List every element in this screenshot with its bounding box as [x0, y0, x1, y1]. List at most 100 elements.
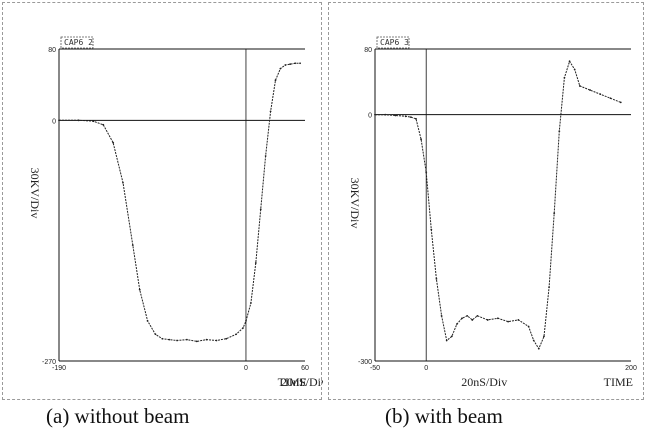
- data-point: [225, 337, 228, 340]
- waveform-trace: [59, 62, 301, 342]
- panel-with-beam: CAP6 3 80 0 -300 -50 0 200 30KV/Div 20nS/Div TIME: [328, 2, 644, 400]
- data-point: [404, 115, 407, 118]
- data-point: [563, 76, 566, 79]
- x-tick-label: -190: [52, 365, 66, 372]
- data-point: [235, 333, 238, 336]
- data-point: [409, 116, 412, 119]
- data-point: [471, 319, 474, 321]
- x-tick-label: 60: [301, 365, 309, 372]
- x-axis-label: 20nS/Div: [281, 375, 323, 389]
- y-tick-label: 80: [364, 47, 372, 54]
- data-point: [58, 119, 60, 122]
- data-point: [543, 335, 545, 338]
- data-point: [568, 60, 571, 63]
- channel-tag: CAP6 2: [60, 36, 94, 49]
- data-point: [112, 141, 115, 144]
- x-axis-label: 20nS/Div: [461, 375, 507, 389]
- data-point: [176, 339, 178, 342]
- y-axis-label: 30KV/Div: [348, 178, 362, 229]
- x-tick-label: 0: [244, 365, 248, 372]
- data-point: [279, 67, 282, 70]
- data-point: [578, 85, 581, 87]
- data-point: [507, 320, 510, 323]
- x-tick-label: 0: [424, 365, 428, 372]
- data-point: [553, 212, 556, 215]
- data-point: [374, 113, 376, 116]
- data-point: [599, 93, 602, 96]
- axis-word-time: TIME: [278, 375, 307, 389]
- data-point: [527, 325, 530, 328]
- channel-tag: CAP6 3: [376, 36, 410, 49]
- data-point: [609, 97, 612, 100]
- data-point: [589, 89, 591, 91]
- data-point: [299, 62, 301, 65]
- data-point: [558, 130, 561, 133]
- data-point: [154, 333, 157, 336]
- caption-without-beam: (a) without beam: [46, 404, 190, 428]
- data-point: [425, 171, 428, 174]
- data-point: [415, 117, 417, 120]
- data-point: [245, 319, 247, 322]
- waveform-trace: [375, 60, 621, 350]
- data-point: [122, 181, 124, 184]
- data-point: [394, 114, 397, 117]
- data-point: [496, 317, 499, 320]
- chart-with-beam: CAP6 3 80 0 -300-50 0 200 30KV/Div 20nS/Div TIME: [348, 36, 637, 389]
- y-tick-label: 0: [368, 113, 372, 120]
- data-point: [195, 340, 198, 343]
- data-point: [161, 337, 164, 340]
- data-point: [476, 314, 479, 317]
- y-tick-label: 0: [52, 118, 56, 125]
- panel-without-beam: CAP6 2 80 0 -270 -190 0 60 30KV/Div 20nS/Div TIME: [2, 2, 323, 400]
- data-point: [215, 339, 218, 342]
- data-point: [537, 347, 540, 350]
- data-point: [146, 319, 149, 322]
- data-point: [294, 62, 297, 65]
- y-tick-label: -300: [358, 359, 372, 366]
- caption-with-beam: (b) with beam: [385, 404, 503, 428]
- data-point: [532, 339, 535, 342]
- data-point: [138, 288, 141, 291]
- channel-tag-text: CAP6 3: [380, 38, 409, 47]
- data-point: [289, 63, 292, 66]
- data-point: [573, 68, 576, 71]
- data-point: [131, 244, 134, 247]
- data-point: [430, 228, 433, 231]
- data-point: [242, 327, 244, 329]
- data-point: [259, 208, 262, 211]
- data-point: [548, 286, 550, 289]
- x-tick-label: 200: [625, 365, 637, 372]
- axis-word-time: TIME: [604, 375, 633, 389]
- data-point: [284, 64, 287, 66]
- data-point: [445, 339, 448, 342]
- y-tick-label: 80: [48, 47, 56, 54]
- data-point: [249, 302, 252, 304]
- data-point: [466, 314, 469, 317]
- x-tick-label: -50: [370, 365, 380, 372]
- data-point: [168, 338, 171, 341]
- data-point: [254, 262, 257, 264]
- data-point: [102, 123, 105, 126]
- data-point: [264, 155, 267, 157]
- data-point: [205, 338, 208, 341]
- data-point: [420, 138, 422, 141]
- data-point: [486, 319, 489, 321]
- y-tick-label: -270: [42, 359, 56, 366]
- data-point: [435, 277, 438, 280]
- data-point: [384, 113, 387, 116]
- data-point: [461, 317, 463, 320]
- data-point: [440, 314, 443, 317]
- channel-tag-box: [376, 36, 410, 49]
- data-point: [186, 338, 188, 341]
- channel-tag-box: [60, 36, 94, 49]
- data-point: [92, 120, 95, 123]
- data-point: [77, 119, 80, 122]
- data-point: [456, 323, 458, 325]
- data-point: [517, 319, 520, 321]
- y-axis-label: 30KV/Div: [28, 168, 42, 219]
- data-point: [450, 335, 453, 338]
- data-point: [274, 79, 277, 82]
- channel-tag-text: CAP6 2: [64, 38, 93, 47]
- data-point: [619, 101, 622, 104]
